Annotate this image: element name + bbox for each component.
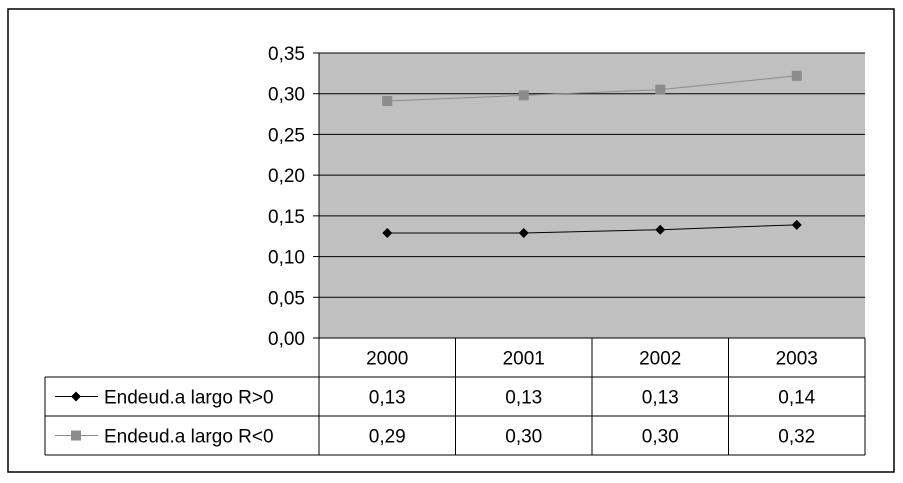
y-tick-label: 0,05 <box>268 288 305 309</box>
data-label: 0,32 <box>778 427 815 448</box>
data-point <box>382 227 393 238</box>
series-layer <box>382 70 802 238</box>
plot-area <box>319 53 865 338</box>
data-point <box>382 96 393 107</box>
category-label: 2002 <box>639 349 681 370</box>
data-label: 0,14 <box>778 388 815 409</box>
data-point <box>655 84 666 95</box>
data-label: 0,13 <box>642 388 679 409</box>
grid-lines <box>319 52 865 298</box>
series-name: Endeud.a largo R>0 <box>104 388 274 409</box>
y-tick-label: 0,00 <box>268 329 305 350</box>
series-line <box>387 75 797 102</box>
legend-key-marker <box>71 430 81 441</box>
y-tick-label: 0,35 <box>268 44 305 65</box>
category-label: 2000 <box>366 349 408 370</box>
data-point <box>518 227 529 238</box>
y-tick-label: 0,15 <box>268 207 305 228</box>
data-label: 0,13 <box>369 388 406 409</box>
series-2 <box>382 70 802 107</box>
series-1 <box>382 219 802 238</box>
legend-key-marker <box>71 391 81 402</box>
data-point <box>655 224 666 235</box>
data-label: 0,29 <box>369 427 406 448</box>
category-label: 2003 <box>776 349 818 370</box>
y-axis-ticks: 0,00 0,05 0,10 0,15 0,20 0,25 0,30 0,35 <box>268 44 319 350</box>
data-label: 0,13 <box>505 388 542 409</box>
legend-key <box>55 430 98 441</box>
data-point <box>791 219 802 230</box>
data-label: 0,30 <box>642 427 679 448</box>
y-tick-label: 0,10 <box>268 248 305 269</box>
data-point <box>518 90 529 101</box>
y-tick-label: 0,25 <box>268 125 305 146</box>
y-tick-label: 0,20 <box>268 166 305 187</box>
legend-key <box>55 391 98 402</box>
category-label: 2001 <box>503 349 545 370</box>
series-line <box>387 224 797 234</box>
data-label: 0,30 <box>505 427 542 448</box>
data-point <box>791 70 802 81</box>
series-name: Endeud.a largo R<0 <box>104 427 274 448</box>
y-tick-label: 0,30 <box>268 85 305 106</box>
data-table: 2000 2001 2002 2003 Endeud.a largo R>0 0,13 0,… <box>44 337 866 456</box>
